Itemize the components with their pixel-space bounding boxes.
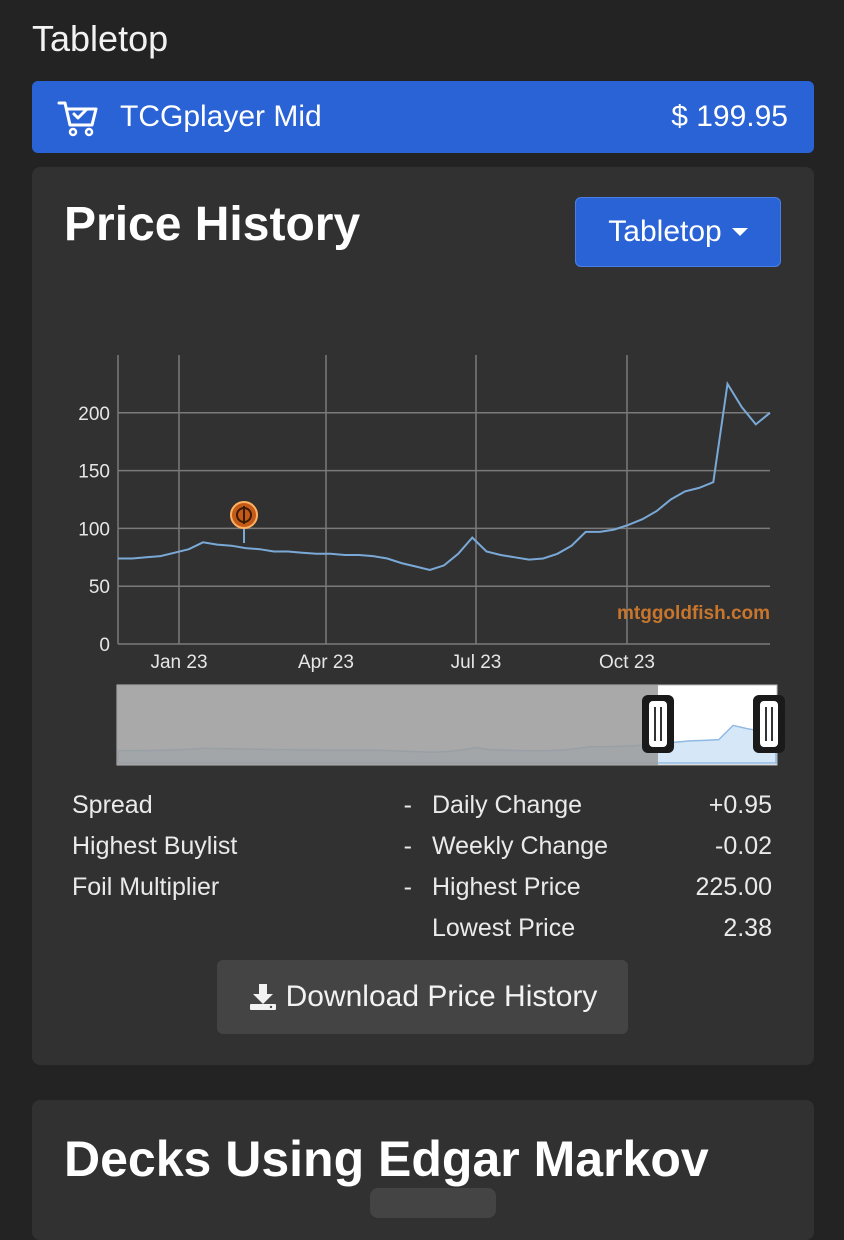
stat-value-weekly-change: -0.02	[715, 832, 772, 860]
price-history-card: Price History Tabletop 0 50 100 150 200 Jan …	[32, 167, 814, 1065]
price-value: $ 199.95	[671, 100, 788, 133]
stat-value-spread: -	[403, 791, 412, 819]
stat-label-lowest-price: Lowest Price	[432, 914, 576, 942]
range-handle-left[interactable]	[642, 695, 674, 753]
chart-watermark: mtggoldfish.com	[617, 603, 770, 624]
download-price-history-button[interactable]: Download Price History	[217, 960, 628, 1034]
y-tick-label: 200	[78, 404, 110, 425]
x-tick-label: Jan 23	[150, 652, 207, 673]
event-marker-icon[interactable]	[230, 501, 258, 543]
stat-label-highest-buylist: Highest Buylist	[72, 832, 238, 860]
stat-value-foil-multiplier: -	[403, 873, 412, 901]
stat-label-weekly-change: Weekly Change	[432, 832, 609, 860]
format-dropdown-label: Tabletop	[608, 215, 722, 248]
download-label: Download Price History	[285, 980, 598, 1013]
y-tick-label: 100	[78, 519, 110, 540]
x-tick-label: Apr 23	[298, 652, 354, 673]
format-dropdown[interactable]: Tabletop	[575, 197, 781, 267]
price-history-title: Price History	[64, 198, 361, 251]
chart-grid	[117, 355, 770, 645]
download-icon	[249, 984, 276, 1010]
x-tick-label: Oct 23	[599, 652, 655, 673]
price-source-label: TCGplayer Mid	[120, 100, 322, 133]
decks-card: Decks Using Edgar Markov	[32, 1100, 814, 1240]
stat-label-daily-change: Daily Change	[432, 791, 583, 819]
x-tick-label: Jul 23	[451, 652, 502, 673]
shopping-cart-icon	[57, 101, 98, 137]
stat-label-highest-price: Highest Price	[432, 873, 581, 901]
stat-value-highest-buylist: -	[403, 832, 412, 860]
range-handle-right[interactable]	[753, 695, 785, 753]
caret-down-icon	[731, 228, 748, 236]
y-tick-label: 50	[89, 577, 110, 598]
price-history-chart[interactable]: 0 50 100 150 200 Jan 23 Apr 23 Jul 23 Oct 23 mt…	[32, 167, 814, 777]
stat-label-spread: Spread	[72, 791, 153, 819]
section-title: Tabletop	[32, 18, 169, 59]
stat-value-highest-price: 225.00	[695, 873, 772, 901]
tcgplayer-mid-price-bar[interactable]: TCGplayer Mid $ 199.95	[32, 81, 814, 153]
range-navigator[interactable]	[116, 684, 785, 766]
stat-value-daily-change: +0.95	[708, 791, 772, 819]
navigator-mask	[117, 685, 658, 765]
decks-title: Decks Using Edgar Markov	[64, 1131, 709, 1187]
stat-label-foil-multiplier: Foil Multiplier	[72, 873, 220, 901]
decks-tab-stub[interactable]	[370, 1188, 496, 1218]
price-series-line	[118, 381, 771, 572]
y-tick-label: 150	[78, 462, 110, 483]
stat-value-lowest-price: 2.38	[723, 914, 772, 942]
y-tick-label: 0	[99, 635, 110, 656]
